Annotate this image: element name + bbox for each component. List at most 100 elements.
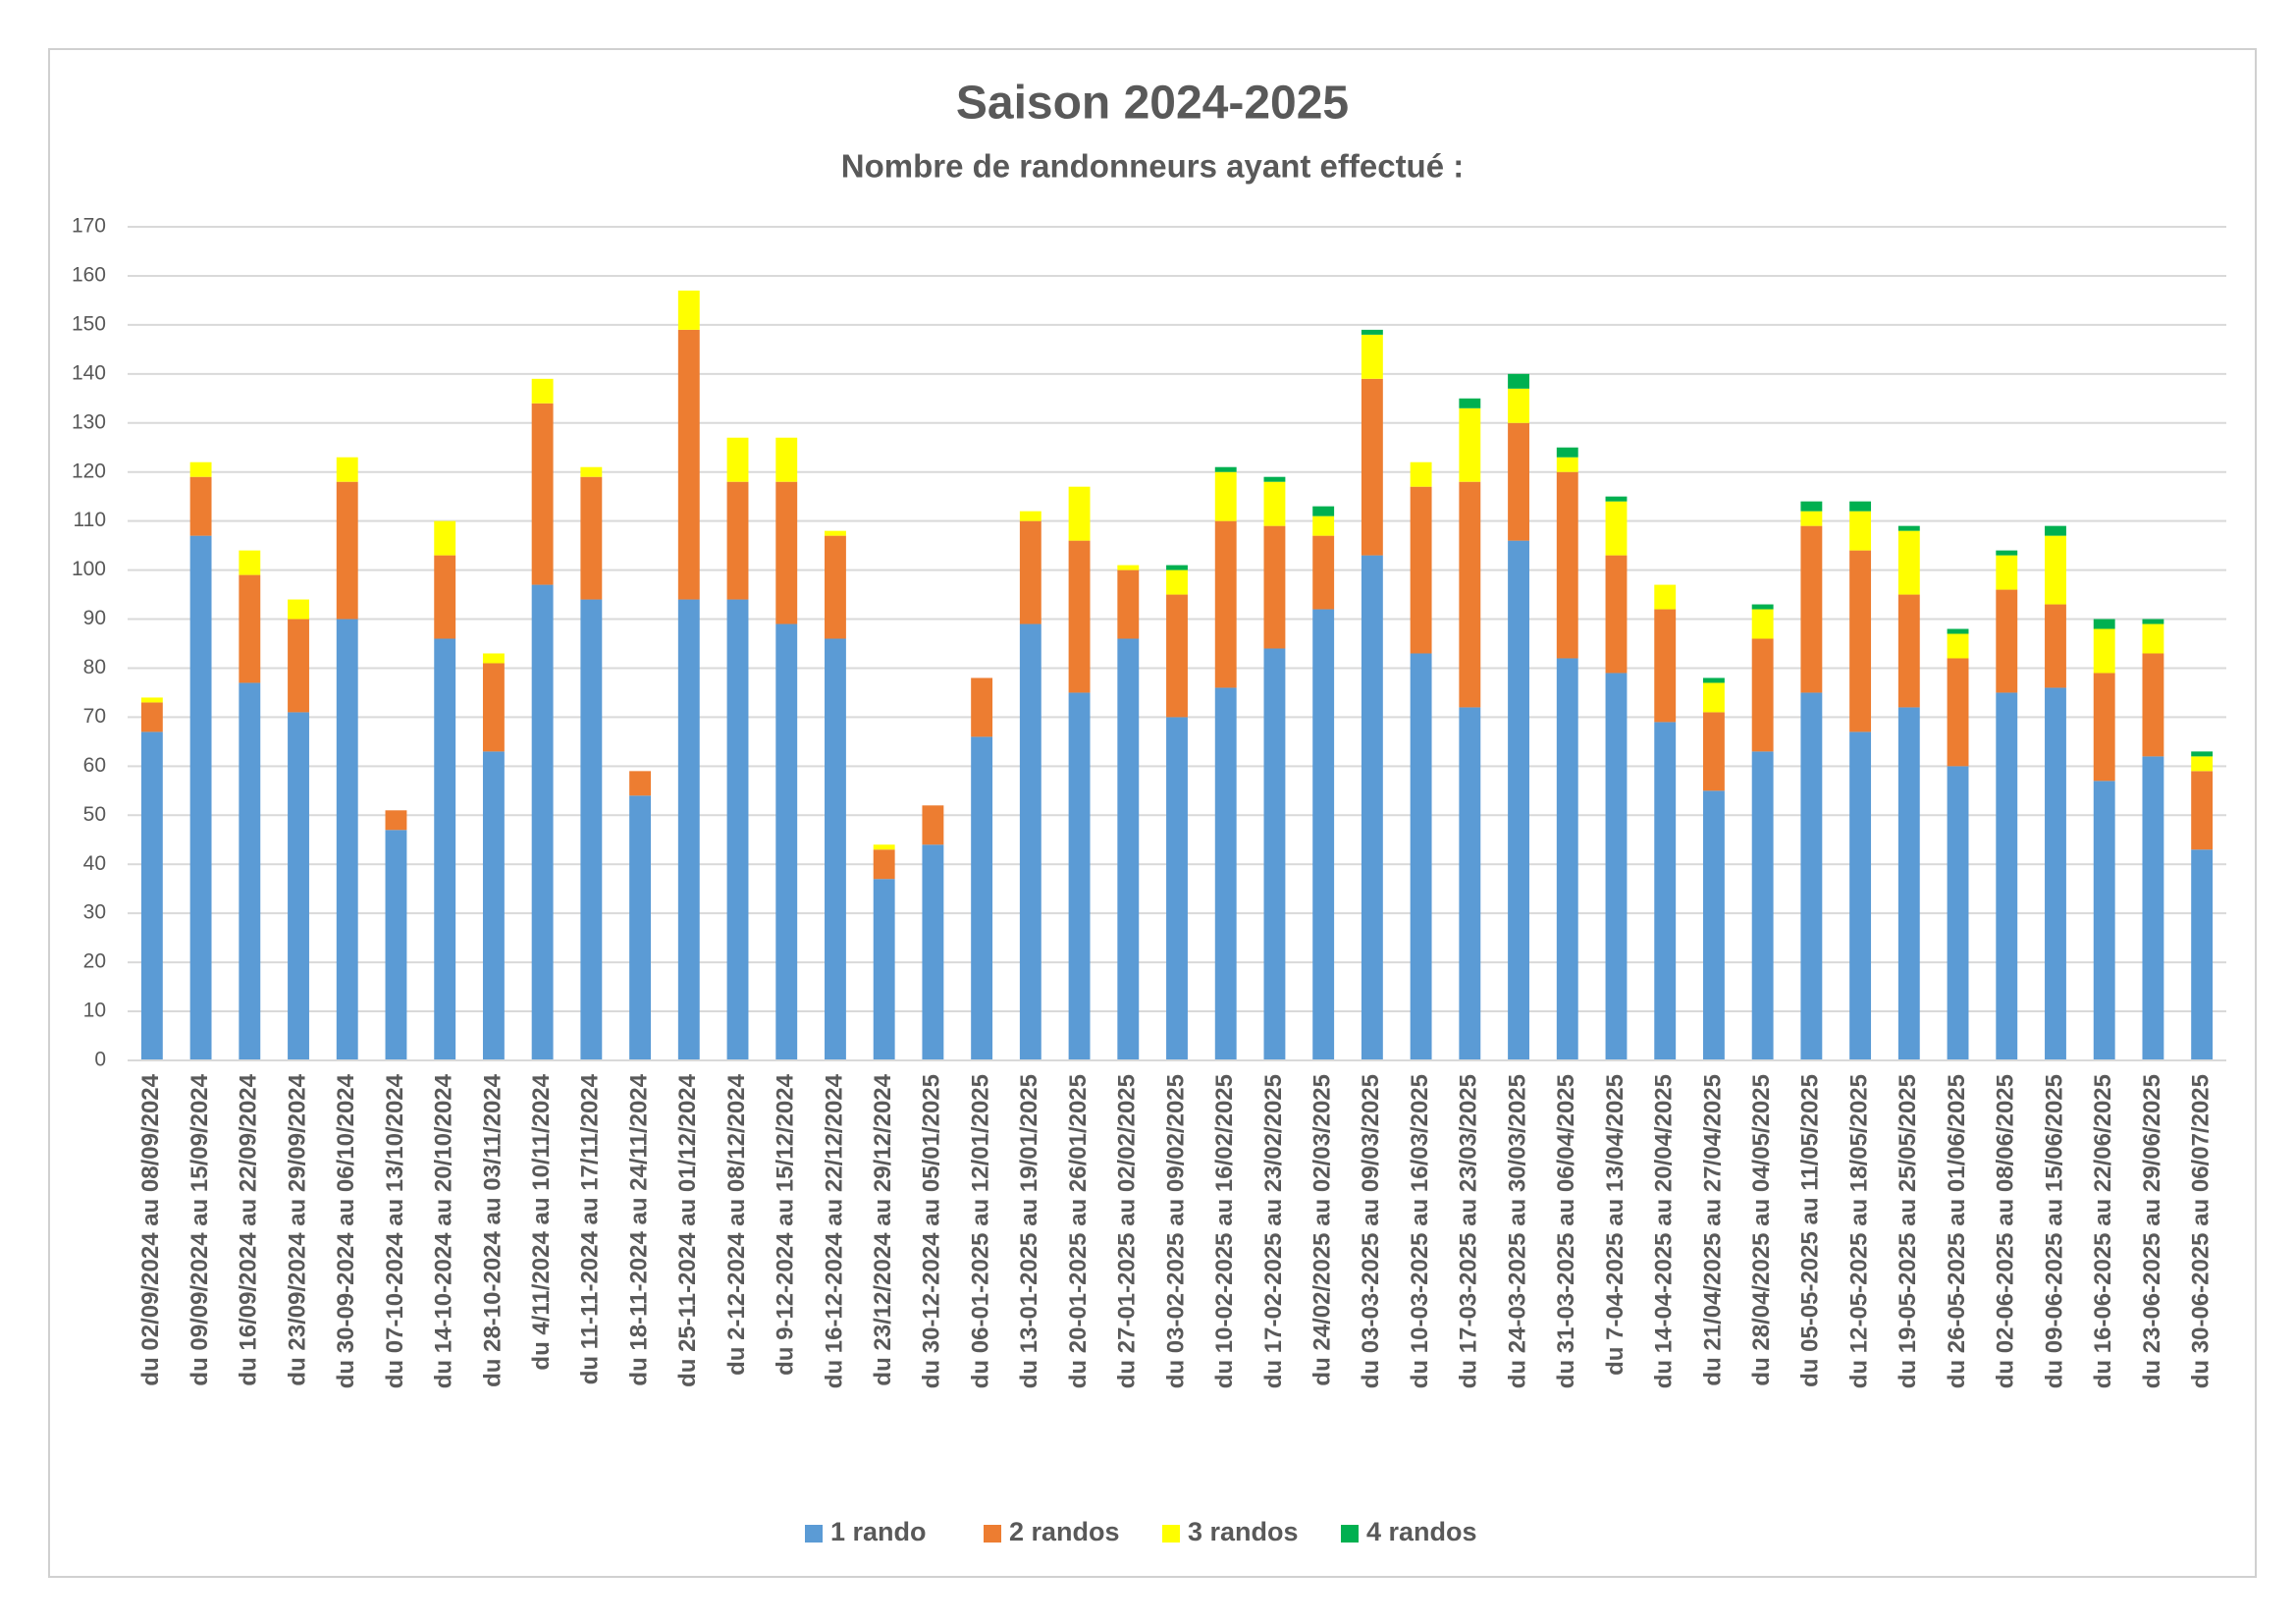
- bar-segment: [1751, 638, 1774, 752]
- bar-segment: [239, 574, 261, 683]
- bar-segment: [1459, 481, 1481, 708]
- bar-segment: [336, 619, 358, 1060]
- bar-segment: [775, 623, 798, 1060]
- bar-segment: [580, 599, 603, 1060]
- x-tick-label: du 31-03-2025 au 06/04/2025: [1553, 1074, 1579, 1388]
- y-tick-label: 100: [72, 558, 106, 580]
- bar-segment: [1214, 687, 1237, 1060]
- x-tick-label: du 19-05-2025 au 25/05/2025: [1895, 1074, 1921, 1388]
- x-tick-label: du 13-01-2025 au 19/01/2025: [1016, 1074, 1042, 1388]
- bar-segment: [971, 677, 993, 737]
- bar-segment: [531, 403, 554, 585]
- bar-segment: [1361, 329, 1383, 335]
- y-tick-label: 0: [94, 1049, 106, 1071]
- y-tick-label: 170: [72, 215, 106, 238]
- bar-segment: [1996, 550, 2018, 556]
- x-tick-label: du 27-01-2025 au 02/02/2025: [1114, 1074, 1141, 1388]
- bar-segment: [775, 481, 798, 624]
- bar-segment: [2142, 623, 2164, 654]
- bar-segment: [1459, 407, 1481, 482]
- bar-segment: [825, 530, 846, 536]
- bar-segment: [1117, 638, 1140, 1060]
- bar-segment: [434, 520, 456, 556]
- bar-segment: [726, 481, 749, 600]
- bar-segment: [1556, 457, 1578, 472]
- bar-segment: [1214, 466, 1237, 472]
- bar-segment: [2045, 535, 2066, 605]
- bar-segment: [1751, 609, 1774, 639]
- bar-segment: [1605, 496, 1628, 502]
- bar-segment: [1751, 604, 1774, 610]
- bar-segment: [288, 712, 309, 1060]
- bar-segment: [1312, 515, 1335, 536]
- bar-segment: [2045, 687, 2066, 1060]
- bar-segment: [2142, 619, 2164, 624]
- bar-segment: [1947, 766, 1969, 1060]
- bar-segment: [482, 653, 505, 664]
- x-tick-label: du 24-03-2025 au 30/03/2025: [1504, 1074, 1530, 1388]
- x-tick-label: du 16-06-2025 au 22/06/2025: [2090, 1074, 2116, 1388]
- bar-segment: [1068, 692, 1091, 1060]
- legend-label: 3 randos: [1188, 1517, 1299, 1546]
- bar-segment: [580, 466, 603, 477]
- x-tick-label: du 05-05-2025 au 11/05/2025: [1797, 1074, 1824, 1387]
- y-tick-label: 110: [74, 509, 106, 531]
- x-tick-label: du 28/04/2025 au 04/05/2025: [1748, 1074, 1775, 1386]
- bar-segment: [239, 682, 261, 1060]
- legend-label: 4 randos: [1366, 1517, 1477, 1546]
- bar-segment: [873, 844, 895, 850]
- bar-segment: [1849, 511, 1872, 551]
- bar-segment: [1897, 707, 1920, 1060]
- x-tick-label: du 9-12-2024 au 15/12/2024: [773, 1073, 799, 1376]
- bar-segment: [1410, 461, 1432, 487]
- bar-segment: [1996, 555, 2018, 590]
- bar-segment: [1605, 501, 1628, 556]
- x-tick-label: du 06-01-2025 au 12/01/2025: [967, 1074, 993, 1388]
- x-tick-label: du 03-03-2025 au 09/03/2025: [1358, 1074, 1384, 1388]
- x-tick-label: du 26-05-2025 au 01/06/2025: [1944, 1074, 1970, 1388]
- bar-segment: [922, 844, 944, 1060]
- bar-segment: [1800, 501, 1823, 512]
- x-tick-label: du 21/04/2025 au 27/04/2025: [1699, 1074, 1726, 1386]
- bar-segment: [2191, 751, 2214, 757]
- chart-title: Saison 2024-2025: [956, 78, 1349, 130]
- bar-segment: [1605, 673, 1628, 1060]
- bar-segment: [1556, 447, 1578, 458]
- bar-segment: [825, 638, 846, 1060]
- bar-segment: [2191, 849, 2214, 1060]
- y-tick-label: 80: [83, 656, 106, 678]
- x-tick-label: du 20-01-2025 au 26/01/2025: [1065, 1074, 1092, 1388]
- bar-segment: [2093, 781, 2115, 1060]
- x-tick-label: du 17-03-2025 au 23/03/2025: [1456, 1074, 1482, 1388]
- bar-segment: [1897, 525, 1920, 531]
- x-tick-label: du 4/11/2024 au 10/11/2024: [528, 1073, 555, 1370]
- bar-segment: [482, 663, 505, 752]
- x-tick-label: du 25-11-2024 au 01/12/2024: [674, 1073, 701, 1387]
- x-tick-label: du 23/12/2024 au 29/12/2024: [870, 1073, 896, 1385]
- y-tick-label: 130: [72, 410, 106, 433]
- bar-segment: [677, 329, 700, 600]
- bar-segment: [1605, 555, 1628, 674]
- chart-subtitle: Nombre de randonneurs ayant effectué :: [841, 148, 1464, 185]
- x-tick-label: du 28-10-2024 au 03/11/2024: [479, 1073, 506, 1387]
- bar-segment: [1459, 707, 1481, 1060]
- x-tick-label: du 7-04-2025 au 13/04/2025: [1602, 1074, 1629, 1376]
- x-tick-label: du 09/09/2024 au 15/09/2024: [187, 1073, 213, 1385]
- bar-segment: [1702, 682, 1725, 713]
- bar-segment: [873, 849, 895, 880]
- bar-segment: [1849, 731, 1872, 1060]
- bar-segment: [1508, 373, 1529, 389]
- bar-segment: [1508, 388, 1529, 423]
- bar-segment: [1068, 540, 1091, 693]
- x-tick-label: du 02/09/2024 au 08/09/2024: [137, 1073, 164, 1385]
- y-tick-label: 150: [72, 312, 106, 335]
- bar-segment: [1654, 584, 1677, 610]
- bar-segment: [1019, 511, 1041, 521]
- bar-segment: [922, 805, 944, 845]
- bar-segment: [2142, 653, 2164, 757]
- bar-segment: [239, 550, 261, 575]
- bar-segment: [677, 599, 700, 1060]
- bar-segment: [2045, 525, 2066, 536]
- bar-segment: [629, 771, 652, 796]
